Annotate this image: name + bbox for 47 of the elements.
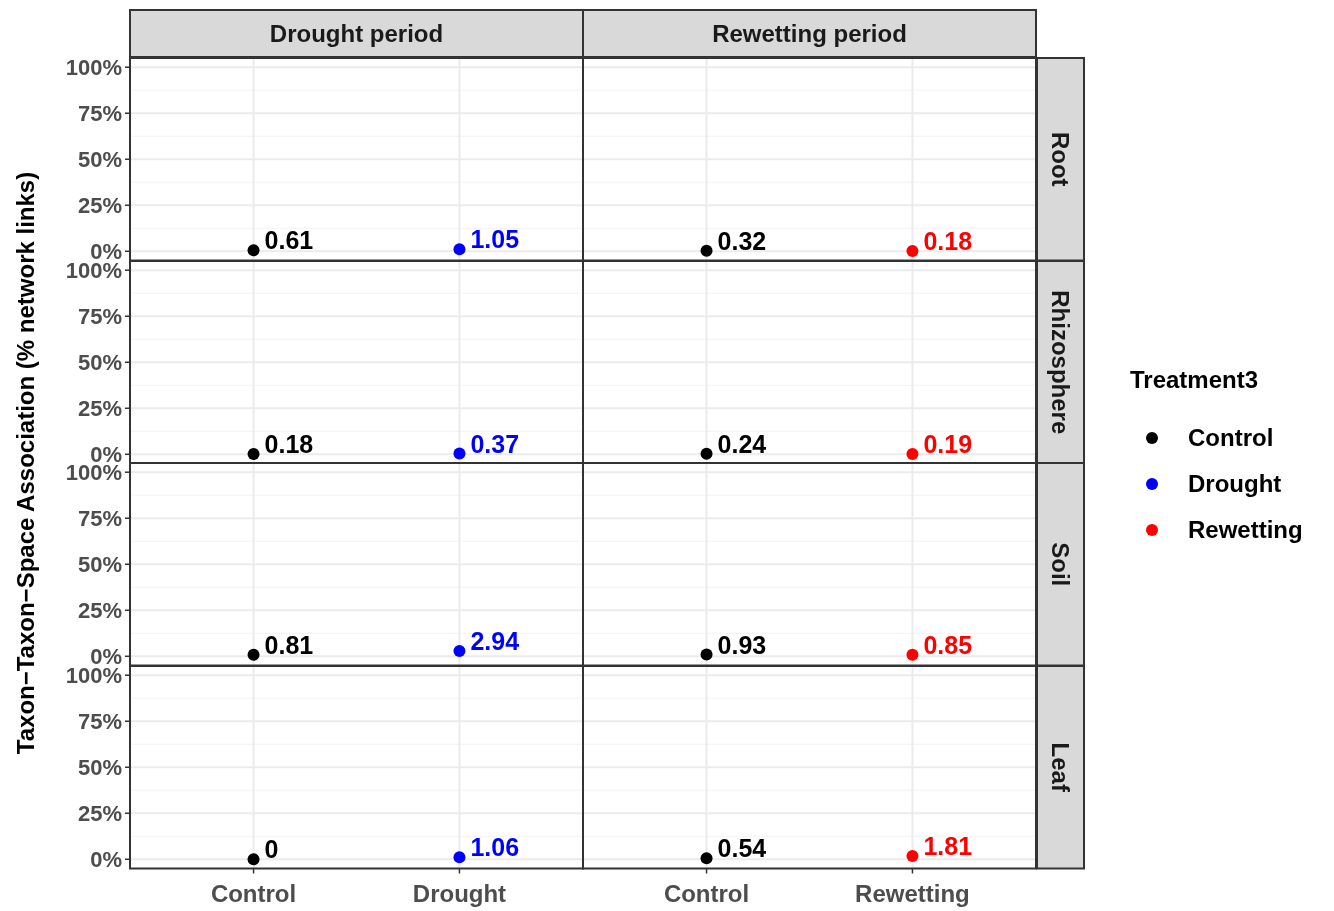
y-tick-label: 0% <box>90 239 122 264</box>
data-label: 0.54 <box>717 833 767 862</box>
data-label: 0.93 <box>717 630 767 659</box>
data-label: 0.61 <box>264 226 314 255</box>
x-tick-label: Control <box>210 879 297 906</box>
y-tick-label: 75% <box>77 708 122 734</box>
data-label: 0 <box>264 834 279 863</box>
data-label: 1.06 <box>470 832 520 861</box>
y-tick-label: 25% <box>77 597 122 623</box>
data-label: 0.24 <box>717 429 767 458</box>
data-label: 0.32 <box>717 226 767 255</box>
y-axis-title: Taxon−Taxon−Space Association (% network links) <box>12 171 39 755</box>
data-label: 0.19 <box>923 429 973 458</box>
data-label: 0.85 <box>923 630 973 659</box>
data-label: 1.05 <box>470 225 520 254</box>
data-label: 0.37 <box>470 429 520 458</box>
data-label: 0.18 <box>264 429 314 458</box>
y-tick-label: 100% <box>65 54 122 80</box>
y-tick-label: 25% <box>77 192 122 218</box>
text: Rhizosphere <box>1046 289 1074 434</box>
legend-label: Rewetting <box>1188 516 1303 544</box>
data-label: 0.18 <box>923 226 973 255</box>
y-tick-label: 75% <box>77 505 122 531</box>
data-label: 0.81 <box>264 630 314 659</box>
text: Soil <box>1046 542 1074 587</box>
y-tick-label: 50% <box>77 551 122 577</box>
y-tick-label: 50% <box>77 349 122 375</box>
x-tick-label: Rewetting <box>855 879 970 906</box>
legend-title: Treatment3 <box>1130 366 1259 393</box>
y-tick-label: 0% <box>90 846 122 872</box>
data-label: 2.94 <box>470 626 520 655</box>
x-tick-label: Control <box>663 879 750 906</box>
y-tick-label: 25% <box>77 395 122 421</box>
text: Drought period <box>269 20 444 48</box>
legend-label: Control <box>1188 424 1274 452</box>
y-tick-label: 0% <box>90 644 122 669</box>
y-tick-label: 75% <box>77 100 122 126</box>
y-tick-label: 50% <box>77 754 122 780</box>
y-tick-label: 50% <box>77 146 122 172</box>
y-tick-label: 75% <box>77 303 122 329</box>
text: Rewetting period <box>712 20 907 48</box>
text: Root <box>1046 131 1074 187</box>
text: Leaf <box>1046 742 1074 793</box>
data-label: 1.81 <box>923 831 973 860</box>
x-tick-label: Drought <box>412 879 507 906</box>
legend-label: Drought <box>1188 470 1282 498</box>
y-tick-label: 25% <box>77 800 122 826</box>
